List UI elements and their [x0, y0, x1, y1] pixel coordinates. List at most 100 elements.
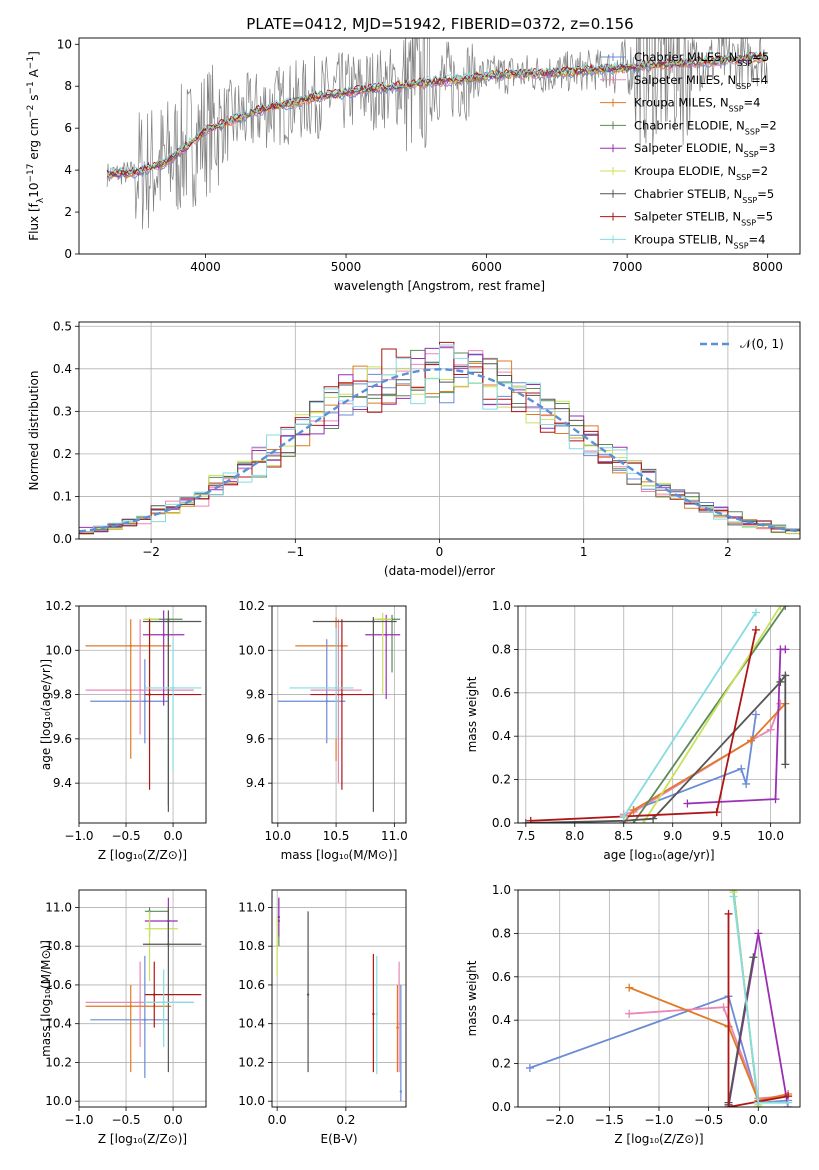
mass-vs-ebv-panel: 0.0 0.2 10.0 10.2 10.4 10.6 10.8 11.0 E(B-V) [238, 889, 407, 1146]
x-tick-label: 0.2 [336, 1113, 355, 1127]
mass-weight-marker [619, 812, 628, 821]
data-point [129, 1005, 132, 1008]
y-tick-label: 0.2 [492, 773, 511, 787]
mass-weight-series-line [525, 672, 787, 823]
mass-weight-marker [751, 608, 760, 617]
legend-label: Kroupa STELIB, NSSP=4 [634, 232, 765, 250]
y-axis-label: age [log₁₀(age/yr)] [39, 659, 53, 770]
y-tick-label: 9.4 [53, 776, 72, 790]
legend-label: Chabrier STELIB, NSSP=5 [634, 187, 774, 205]
mass-weight-marker [751, 710, 760, 719]
y-tick-label: 0.8 [492, 926, 511, 940]
y-tick-label: 10.0 [238, 1094, 265, 1108]
mass-weight-marker [776, 677, 785, 686]
y-axis-label-part: ] [27, 51, 41, 56]
y-axis-label-part: −1 [26, 56, 36, 69]
y-axis-label-part: s [27, 95, 41, 105]
age-vs-mass-panel: 10.0 10.5 11.0 9.4 9.6 9.8 10.0 10.2 mass [log₁₀… [238, 599, 407, 862]
y-tick-label: 10.2 [45, 599, 72, 613]
y-axis-label: Normed distribution [27, 371, 41, 491]
residuals-panel: −2 −1 0 1 2 0.0 0.1 0.2 0.3 0.4 0.5 (data-model)/er… [27, 319, 801, 578]
x-tick-label: 11.0 [381, 829, 408, 843]
mass-weight-marker [781, 760, 790, 769]
y-tick-label: 0.0 [492, 1100, 511, 1114]
legend-label-sub: SSP [737, 59, 752, 68]
mass-weight-marker [729, 892, 738, 901]
x-tick-label: −0.5 [694, 1113, 723, 1127]
x-tick-label: −2 [142, 545, 160, 559]
mass-weight-marker [784, 1098, 793, 1107]
y-tick-label: 0.6 [492, 970, 511, 984]
plot-area [85, 610, 202, 812]
y-tick-label: 10.0 [45, 1094, 72, 1108]
data-point [148, 927, 151, 930]
x-tick-label: 4000 [190, 260, 221, 274]
data-point [399, 1090, 403, 1093]
mass-weight-marker [639, 819, 648, 823]
y-tick-label: 10.2 [238, 599, 265, 613]
mass-weight-marker [776, 606, 785, 610]
data-point [162, 633, 165, 636]
grid-lines [78, 605, 206, 823]
legend-label-tail: =5 [756, 210, 773, 224]
y-tick-label: 9.6 [53, 732, 72, 746]
y-tick-label: 10.2 [238, 1055, 265, 1069]
x-tick-label: −1.0 [644, 1113, 673, 1127]
mass-weight-series-line [732, 896, 789, 1104]
legend-label-text: Chabrier MILES, N [634, 50, 737, 64]
x-tick-label: 7000 [612, 260, 643, 274]
mass-weight-marker [629, 805, 638, 814]
mass-weight-marker [724, 1103, 733, 1107]
x-tick-label: 8000 [752, 260, 783, 274]
plot-area [106, 38, 768, 230]
axes-frame [78, 605, 207, 824]
x-axis-label: age [log₁₀(age/yr)] [603, 848, 714, 862]
legend-label: Chabrier ELODIE, NSSP=2 [634, 118, 777, 136]
age-vs-metallicity-panel: −1.0 −0.5 0.0 9.4 9.6 9.8 10.0 10.2 Z [log₁₀(Z/Z… [39, 599, 207, 862]
x-tick-label: −0.5 [111, 1113, 140, 1127]
mass-weight-marker [781, 671, 790, 680]
y-tick-label: 0.5 [53, 319, 72, 333]
axes-frame [271, 605, 407, 824]
x-tick-label: 8.5 [614, 829, 633, 843]
legend-label-text: Salpeter MILES, N [634, 73, 736, 87]
data-point [337, 688, 340, 692]
x-tick-label: 10.0 [757, 829, 784, 843]
axes-frame [517, 605, 801, 824]
y-tick-label: 0.2 [53, 447, 72, 461]
y-tick-label: 0.0 [53, 532, 72, 546]
x-tick-label: −2.0 [545, 1113, 574, 1127]
plot-area [85, 897, 202, 1078]
y-tick-label: 0.3 [53, 404, 72, 418]
model-spectrum-line [106, 51, 767, 176]
legend-label-text: Chabrier ELODIE, N [634, 118, 745, 132]
massweight-vs-age-panel: 7.5 8.0 8.5 9.0 9.5 10.0 0.0 0.2 0.4 0.6 0.8 1.0 age… [465, 599, 801, 862]
y-tick-label: 9.8 [53, 688, 72, 702]
y-tick-label: 9.4 [246, 776, 265, 790]
mass-weight-marker [751, 625, 760, 634]
legend-label-sub: SSP [745, 127, 760, 136]
mass-weight-series-line [727, 913, 789, 1107]
legend-label-tail: =5 [752, 50, 769, 64]
y-tick-label: 11.0 [45, 900, 72, 914]
data-point [384, 633, 388, 636]
legend-label-tail: =4 [749, 232, 766, 246]
legend-label-text: Kroupa ELODIE, N [634, 164, 736, 178]
x-tick-label: −1.0 [64, 829, 93, 843]
observed-spectrum-line [106, 38, 768, 230]
gaussian-reference-curve [79, 368, 800, 533]
y-tick-label: 0.4 [492, 729, 511, 743]
data-point [138, 688, 142, 692]
model-spectrum-line [106, 51, 767, 177]
mass-weight-marker [737, 764, 746, 773]
legend-label-text: Salpeter ELODIE, N [634, 141, 744, 155]
x-tick-label: 0.0 [164, 1113, 183, 1127]
x-tick-label: 10.0 [264, 829, 291, 843]
x-tick-label: 8.0 [565, 829, 584, 843]
legend-label-sub: SSP [736, 81, 751, 90]
mass-weight-marker [521, 819, 530, 823]
data-point [306, 993, 310, 996]
legend-label-tail: =2 [751, 164, 768, 178]
y-axis-label-part: −17 [26, 164, 36, 183]
